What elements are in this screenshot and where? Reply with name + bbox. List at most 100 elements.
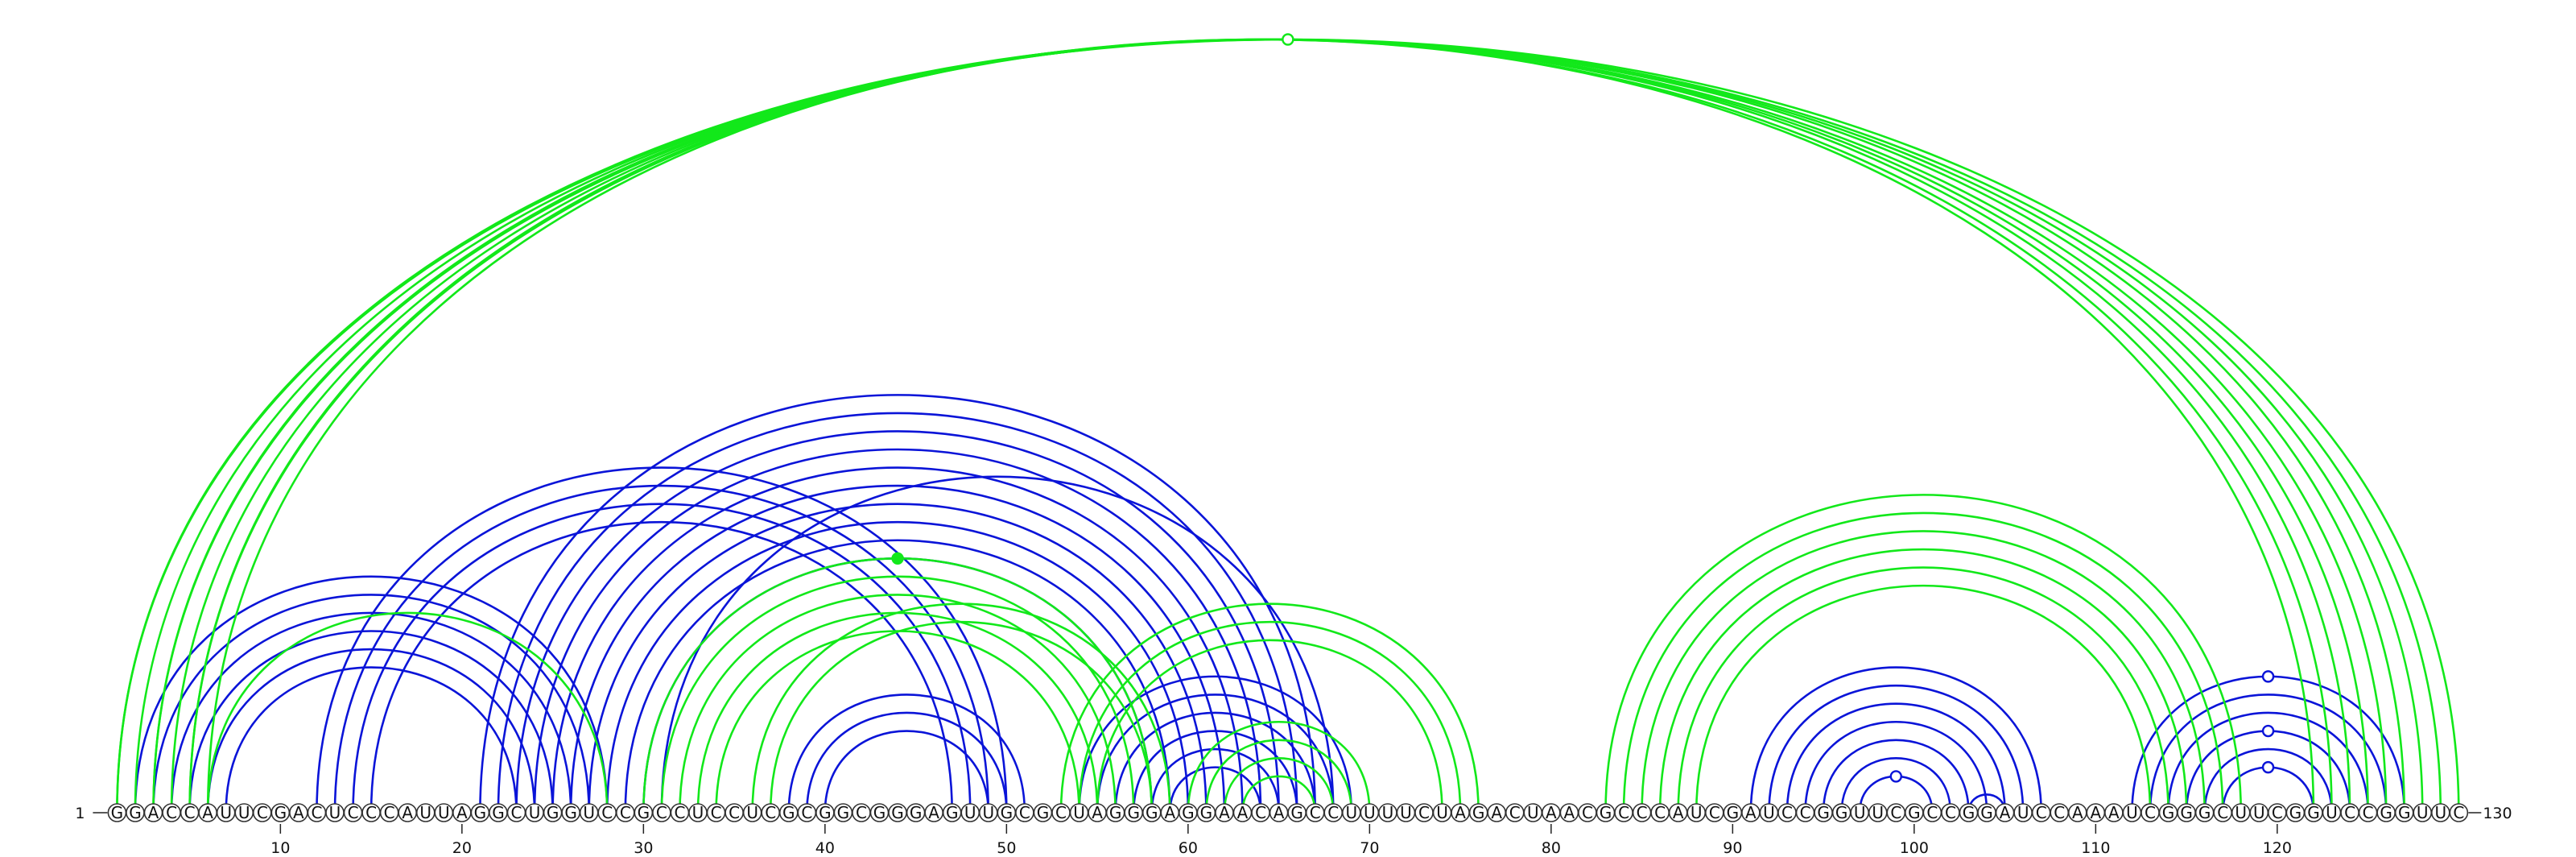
base-pair-arc	[206, 648, 536, 814]
nucleotide-letter: U	[419, 803, 431, 822]
base-pair-arc	[188, 38, 2351, 814]
nucleotide-letter: U	[1763, 803, 1775, 822]
nucleotide-letter: C	[2363, 803, 2374, 822]
tick-label: 110	[2081, 839, 2110, 857]
pseudoknot-marker	[891, 552, 904, 565]
nucleotide-letter: G	[2380, 803, 2392, 822]
nucleotide-letter: U	[220, 803, 232, 822]
nucleotide-letter: C	[1310, 803, 1321, 822]
nucleotide-letter: U	[1400, 803, 1412, 822]
base-pair-arc	[352, 503, 972, 814]
base-pair-arc	[1096, 693, 1335, 814]
nucleotide-letter: U	[2326, 803, 2338, 822]
base-pair-arc	[1749, 666, 2042, 814]
nucleotide-letter: A	[148, 803, 159, 822]
nucleotide-letter: C	[801, 803, 812, 822]
nucleotide-letter: G	[1817, 803, 1830, 822]
nucleotide-letter: C	[729, 803, 740, 822]
nucleotide-letter: U	[1872, 803, 1884, 822]
nucleotide-letter: C	[1327, 803, 1339, 822]
base-pair-arc	[170, 611, 572, 814]
base-pair-arc	[1059, 602, 1480, 814]
base-pair-arc	[170, 38, 2369, 814]
base-pair-arc	[1187, 721, 1371, 814]
nucleotide-letter: G	[1290, 803, 1303, 822]
base-pair-arc	[2167, 711, 2369, 814]
nucleotide-letter: C	[1654, 803, 1666, 822]
sequence-start-label: 1	[75, 805, 85, 822]
nucleotide-letter: C	[166, 803, 177, 822]
tick-label: 90	[1723, 839, 1742, 857]
nucleotide-letter: C	[1019, 803, 1030, 822]
nucleotide-letter: G	[910, 803, 923, 822]
base-pair-arc	[605, 520, 1190, 814]
base-pair-arc	[1241, 775, 1316, 814]
nucleotide-letter: C	[1800, 803, 1811, 822]
base-pair-arc	[225, 666, 518, 814]
base-pair-arc	[188, 38, 2333, 814]
nucleotide-letter: G	[1980, 803, 1993, 822]
nucleotide-letter: G	[2198, 803, 2211, 822]
nucleotide-letter: C	[257, 803, 268, 822]
base-pair-arc	[1078, 620, 1462, 814]
base-pair-arc	[515, 430, 1280, 814]
base-pair-arc	[333, 484, 990, 814]
base-pair-arc	[769, 620, 1154, 814]
nucleotide-letter: G	[2162, 803, 2175, 822]
nucleotide-letter: G	[1835, 803, 1848, 822]
nucleotide-letter: U	[1854, 803, 1866, 822]
nucleotide-letter: U	[964, 803, 976, 822]
base-pair-arc	[1622, 511, 2224, 814]
nucleotide-letter: C	[1890, 803, 1901, 822]
nucleotide-letter: C	[2036, 803, 2047, 822]
nucleotide-letter: C	[311, 803, 322, 822]
nucleotide-letter: C	[2272, 803, 2283, 822]
nucleotide-letter: U	[746, 803, 758, 822]
nucleotide-letter: G	[891, 803, 904, 822]
pseudoknot-marker	[2261, 724, 2275, 738]
base-pair-arc	[1677, 566, 2169, 814]
pseudoknot-marker	[1282, 33, 1294, 46]
nucleotide-letter: C	[1926, 803, 1938, 822]
nucleotide-letter: A	[1491, 803, 1502, 822]
nucleotide-letter: C	[620, 803, 631, 822]
base-pair-arc	[1078, 675, 1353, 814]
base-pair-arc	[1822, 739, 1970, 814]
base-pair-arc	[1695, 585, 2152, 814]
base-pair-arc	[2203, 747, 2333, 814]
nucleotide-letter: U	[2434, 803, 2446, 822]
nucleotide-letter: G	[2289, 803, 2302, 822]
nucleotide-letter: A	[2091, 803, 2102, 822]
nucleotide-letter: U	[692, 803, 704, 822]
nucleotide-letter: C	[1255, 803, 1266, 822]
base-pair-arc	[806, 711, 1008, 814]
nucleotide-letter: C	[2344, 803, 2355, 822]
nucleotide-letter: C	[1582, 803, 1593, 822]
base-pair-arc	[116, 38, 2460, 814]
position-ticks: 10 20 30 40 50 60 70 80 90 100 110 120	[270, 824, 2292, 857]
nucleotide-letter: U	[438, 803, 450, 822]
base-pair-arc	[1604, 494, 2243, 814]
sequence-end-label: 130	[2483, 805, 2512, 822]
nucleotide-letter: G	[1146, 803, 1158, 822]
base-pair-arc	[624, 539, 1171, 814]
tick-label: 60	[1179, 839, 1198, 857]
base-pair-arc	[1169, 766, 1262, 814]
nucleotide-letter: C	[674, 803, 685, 822]
nucleotide-letter: C	[1637, 803, 1648, 822]
nucleotide-letter: G	[1200, 803, 1213, 822]
nucleotide-letter: A	[1274, 803, 1285, 822]
nucleotide-letter: A	[202, 803, 213, 822]
base-pair-arc	[1096, 639, 1443, 814]
base-pair-arc	[206, 38, 2315, 814]
nucleotide-letter: U	[2017, 803, 2029, 822]
nucleotide-letter: C	[384, 803, 395, 822]
base-pair-arc	[533, 448, 1262, 814]
base-pair-arc	[1840, 757, 1952, 814]
base-pair-arc	[316, 466, 1008, 814]
tick-label: 30	[634, 839, 653, 857]
base-pair-arc	[1150, 747, 1280, 814]
nucleotide-letter: G	[2307, 803, 2320, 822]
base-pair-arc	[569, 484, 1226, 814]
